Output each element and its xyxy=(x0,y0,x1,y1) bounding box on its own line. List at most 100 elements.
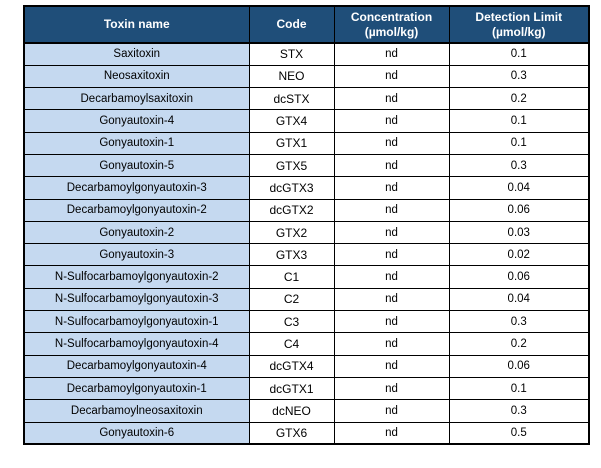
concentration-cell: nd xyxy=(333,310,450,334)
toxin-code-cell: dcGTX2 xyxy=(248,198,335,222)
table-header: Toxin name Code Concentration (µmol/kg) … xyxy=(23,5,590,44)
column-header-title: Concentration xyxy=(350,9,433,24)
column-header-unit: (µmol/kg) xyxy=(491,24,546,39)
toxin-code-cell: GTX2 xyxy=(248,220,335,245)
toxin-code-cell: C4 xyxy=(248,332,335,356)
concentration-cell: nd xyxy=(333,332,450,356)
toxin-table: Toxin name Code Concentration (µmol/kg) … xyxy=(23,5,590,446)
toxin-code-cell: GTX6 xyxy=(248,421,335,445)
toxin-name-cell: Gonyautoxin-2 xyxy=(23,220,250,245)
toxin-code-cell: NEO xyxy=(248,64,335,89)
detection-limit-cell: 0.04 xyxy=(448,287,590,312)
toxin-name-cell: N-Sulfocarbamoylgonyautoxin-1 xyxy=(23,310,250,334)
toxin-name-cell: Decarbamoylgonyautoxin-4 xyxy=(23,354,250,378)
detection-limit-cell: 0.3 xyxy=(448,153,590,178)
table-row: Decarbamoylneosaxitoxin dcNEO nd 0.3 xyxy=(23,399,590,423)
table-row: N-Sulfocarbamoylgonyautoxin-4 C4 nd 0.2 xyxy=(23,332,590,356)
toxin-name-cell: Gonyautoxin-3 xyxy=(23,243,250,267)
table-row: Saxitoxin STX nd 0.1 xyxy=(23,42,590,66)
detection-limit-cell: 0.04 xyxy=(448,176,590,200)
concentration-cell: nd xyxy=(333,176,450,200)
concentration-cell: nd xyxy=(333,243,450,267)
table-row: Gonyautoxin-5 GTX5 nd 0.3 xyxy=(23,153,590,178)
column-header-toxin-name: Toxin name xyxy=(23,5,250,44)
detection-limit-cell: 0.3 xyxy=(448,399,590,423)
concentration-cell: nd xyxy=(333,265,450,289)
toxin-name-cell: Decarbamoylgonyautoxin-3 xyxy=(23,176,250,200)
detection-limit-cell: 0.2 xyxy=(448,87,590,111)
table-row: Decarbamoylgonyautoxin-3 dcGTX3 nd 0.04 xyxy=(23,176,590,200)
toxin-name-cell: Decarbamoylsaxitoxin xyxy=(23,87,250,111)
table-row: N-Sulfocarbamoylgonyautoxin-3 C2 nd 0.04 xyxy=(23,287,590,312)
table-row: N-Sulfocarbamoylgonyautoxin-2 C1 nd 0.06 xyxy=(23,265,590,289)
table-row: Decarbamoylgonyautoxin-1 dcGTX1 nd 0.1 xyxy=(23,376,590,401)
toxin-name-cell: Gonyautoxin-6 xyxy=(23,421,250,445)
toxin-code-cell: C3 xyxy=(248,310,335,334)
toxin-name-cell: N-Sulfocarbamoylgonyautoxin-4 xyxy=(23,332,250,356)
toxin-name-cell: Gonyautoxin-1 xyxy=(23,131,250,155)
toxin-name-cell: N-Sulfocarbamoylgonyautoxin-2 xyxy=(23,265,250,289)
detection-limit-cell: 0.3 xyxy=(448,64,590,89)
concentration-cell: nd xyxy=(333,399,450,423)
toxin-name-cell: Decarbamoylgonyautoxin-1 xyxy=(23,376,250,401)
concentration-cell: nd xyxy=(333,376,450,401)
detection-limit-cell: 0.06 xyxy=(448,198,590,222)
toxin-name-cell: Gonyautoxin-5 xyxy=(23,153,250,178)
toxin-code-cell: dcSTX xyxy=(248,87,335,111)
toxin-code-cell: C1 xyxy=(248,265,335,289)
table-row: Gonyautoxin-2 GTX2 nd 0.03 xyxy=(23,220,590,245)
concentration-cell: nd xyxy=(333,421,450,445)
toxin-name-cell: Decarbamoylneosaxitoxin xyxy=(23,399,250,423)
detection-limit-cell: 0.3 xyxy=(448,310,590,334)
toxin-name-cell: Saxitoxin xyxy=(23,42,250,66)
concentration-cell: nd xyxy=(333,109,450,133)
detection-limit-cell: 0.1 xyxy=(448,131,590,155)
table-row: Gonyautoxin-6 GTX6 nd 0.5 xyxy=(23,421,590,445)
detection-limit-cell: 0.03 xyxy=(448,220,590,245)
detection-limit-cell: 0.06 xyxy=(448,354,590,378)
detection-limit-cell: 0.1 xyxy=(448,376,590,401)
column-header-title: Detection Limit xyxy=(475,9,563,24)
table-row: N-Sulfocarbamoylgonyautoxin-1 C3 nd 0.3 xyxy=(23,310,590,334)
column-header-title: Toxin name xyxy=(103,17,170,31)
table-row: Gonyautoxin-3 GTX3 nd 0.02 xyxy=(23,243,590,267)
toxin-code-cell: GTX4 xyxy=(248,109,335,133)
toxin-name-cell: Gonyautoxin-4 xyxy=(23,109,250,133)
table-row: Decarbamoylsaxitoxin dcSTX nd 0.2 xyxy=(23,87,590,111)
column-header-unit: (µmol/kg) xyxy=(364,24,419,39)
toxin-code-cell: dcGTX4 xyxy=(248,354,335,378)
detection-limit-cell: 0.06 xyxy=(448,265,590,289)
detection-limit-cell: 0.5 xyxy=(448,421,590,445)
concentration-cell: nd xyxy=(333,153,450,178)
table-row: Gonyautoxin-4 GTX4 nd 0.1 xyxy=(23,109,590,133)
concentration-cell: nd xyxy=(333,131,450,155)
column-header-code: Code xyxy=(248,5,335,44)
toxin-code-cell: dcGTX3 xyxy=(248,176,335,200)
toxin-code-cell: STX xyxy=(248,42,335,66)
header-row: Toxin name Code Concentration (µmol/kg) … xyxy=(23,5,590,44)
column-header-title: Code xyxy=(276,17,307,31)
toxin-name-cell: Decarbamoylgonyautoxin-2 xyxy=(23,198,250,222)
concentration-cell: nd xyxy=(333,87,450,111)
toxin-code-cell: dcGTX1 xyxy=(248,376,335,401)
column-header-concentration: Concentration (µmol/kg) xyxy=(333,5,450,44)
table-row: Gonyautoxin-1 GTX1 nd 0.1 xyxy=(23,131,590,155)
table-body: Saxitoxin STX nd 0.1 Neosaxitoxin NEO nd… xyxy=(23,42,590,445)
detection-limit-cell: 0.1 xyxy=(448,42,590,66)
table-row: Neosaxitoxin NEO nd 0.3 xyxy=(23,64,590,89)
toxin-code-cell: dcNEO xyxy=(248,399,335,423)
concentration-cell: nd xyxy=(333,42,450,66)
table-row: Decarbamoylgonyautoxin-2 dcGTX2 nd 0.06 xyxy=(23,198,590,222)
concentration-cell: nd xyxy=(333,64,450,89)
toxin-name-cell: Neosaxitoxin xyxy=(23,64,250,89)
concentration-cell: nd xyxy=(333,198,450,222)
toxin-code-cell: GTX1 xyxy=(248,131,335,155)
toxin-code-cell: GTX3 xyxy=(248,243,335,267)
toxin-code-cell: C2 xyxy=(248,287,335,312)
table-row: Decarbamoylgonyautoxin-4 dcGTX4 nd 0.06 xyxy=(23,354,590,378)
toxin-name-cell: N-Sulfocarbamoylgonyautoxin-3 xyxy=(23,287,250,312)
column-header-detection-limit: Detection Limit (µmol/kg) xyxy=(448,5,590,44)
concentration-cell: nd xyxy=(333,287,450,312)
detection-limit-cell: 0.2 xyxy=(448,332,590,356)
